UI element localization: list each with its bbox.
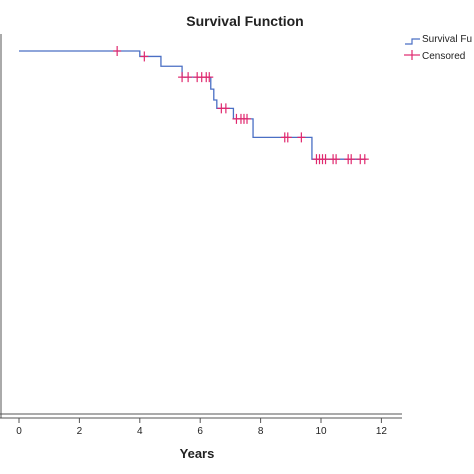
x-tick-label: 0 — [16, 426, 22, 437]
x-axis-label: Years — [180, 446, 215, 461]
censored-marker — [283, 132, 292, 143]
censored-marker — [321, 154, 330, 165]
censored-marker — [184, 72, 193, 83]
censored-marker — [347, 154, 356, 165]
censored-marker — [221, 103, 230, 114]
survival-step-line — [19, 50, 367, 160]
chart-title: Survival Function — [186, 13, 303, 29]
x-tick-label: 4 — [137, 426, 143, 437]
x-tick-label: 2 — [77, 426, 83, 437]
legend-survival-swatch — [405, 38, 420, 45]
censored-marker — [243, 113, 252, 124]
plot-area — [19, 46, 369, 165]
censored-marker — [205, 72, 214, 83]
x-axis: 0 2 4 6 8 10 12 — [0, 413, 402, 437]
x-tick-label: 8 — [258, 426, 264, 437]
censored-marker — [297, 132, 306, 143]
censored-marker — [113, 46, 122, 56]
legend-censored-swatch — [404, 50, 420, 60]
x-tick-label: 10 — [315, 426, 327, 437]
legend: Survival Fu Censored — [404, 34, 472, 62]
legend-survival-label: Survival Fu — [422, 34, 472, 45]
censored-marker — [332, 154, 341, 165]
x-tick-label: 6 — [197, 426, 203, 437]
censored-marker — [140, 51, 149, 62]
x-ticks: 0 2 4 6 8 10 12 — [16, 418, 387, 437]
legend-censored-label: Censored — [422, 51, 465, 62]
censored-marker — [360, 154, 369, 165]
x-tick-label: 12 — [376, 426, 388, 437]
